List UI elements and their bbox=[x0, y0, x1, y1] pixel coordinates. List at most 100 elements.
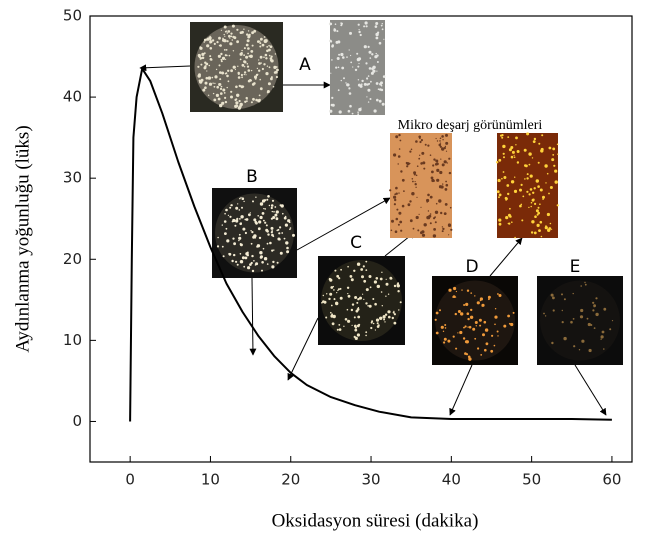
spark bbox=[258, 220, 261, 223]
spark bbox=[498, 219, 501, 222]
spark bbox=[347, 293, 348, 294]
spark bbox=[218, 98, 221, 101]
spark bbox=[264, 208, 266, 210]
spark bbox=[219, 78, 221, 80]
spark bbox=[474, 338, 476, 340]
spark bbox=[263, 208, 264, 209]
spark bbox=[373, 323, 375, 325]
spark bbox=[538, 229, 541, 232]
spark bbox=[259, 79, 261, 81]
spark bbox=[551, 342, 553, 344]
spark bbox=[252, 270, 254, 272]
spark bbox=[332, 104, 335, 107]
spark bbox=[465, 325, 467, 327]
spark bbox=[338, 89, 340, 91]
spark bbox=[521, 184, 523, 186]
spark bbox=[530, 206, 532, 208]
spark bbox=[557, 154, 558, 155]
spark bbox=[358, 108, 361, 111]
spark bbox=[347, 320, 350, 323]
spark bbox=[448, 158, 450, 160]
spark bbox=[543, 313, 545, 315]
spark bbox=[199, 80, 201, 82]
spark bbox=[390, 278, 392, 280]
spark bbox=[240, 253, 242, 255]
spark bbox=[221, 30, 222, 31]
spark bbox=[590, 324, 592, 326]
spark bbox=[230, 96, 233, 99]
spark bbox=[408, 203, 411, 206]
spark bbox=[457, 332, 458, 333]
spark bbox=[255, 197, 256, 198]
spark bbox=[246, 56, 248, 58]
spark bbox=[467, 290, 469, 292]
spark bbox=[376, 319, 379, 322]
spark bbox=[235, 261, 237, 263]
spark bbox=[381, 25, 383, 27]
spark bbox=[440, 159, 441, 160]
spark bbox=[216, 69, 217, 70]
spark bbox=[357, 298, 359, 300]
spark bbox=[266, 224, 268, 226]
spark bbox=[221, 60, 223, 62]
spark bbox=[446, 184, 449, 187]
spark bbox=[446, 151, 447, 152]
spark bbox=[435, 160, 438, 163]
spark bbox=[341, 80, 342, 81]
spark bbox=[534, 215, 537, 218]
spark bbox=[447, 340, 450, 343]
spark bbox=[419, 155, 420, 156]
spark bbox=[410, 219, 413, 222]
spark bbox=[253, 30, 256, 33]
spark bbox=[261, 261, 264, 264]
spark bbox=[264, 222, 266, 224]
spark bbox=[286, 250, 289, 253]
spark bbox=[398, 155, 401, 158]
spark bbox=[237, 66, 238, 67]
spark bbox=[232, 25, 235, 28]
spark bbox=[242, 228, 245, 231]
spark bbox=[372, 70, 375, 73]
spark bbox=[497, 335, 498, 336]
spark bbox=[259, 41, 260, 42]
spark bbox=[370, 81, 372, 83]
spark bbox=[417, 229, 419, 231]
spark bbox=[531, 231, 533, 233]
spark bbox=[345, 82, 346, 83]
spark bbox=[227, 70, 229, 72]
spark bbox=[356, 310, 359, 313]
spark bbox=[204, 39, 207, 42]
spark bbox=[494, 345, 496, 347]
spark bbox=[201, 79, 204, 82]
spark bbox=[366, 25, 368, 27]
spark bbox=[436, 312, 439, 315]
spark bbox=[244, 66, 245, 67]
spark bbox=[375, 22, 378, 25]
spark bbox=[236, 94, 239, 97]
spark bbox=[241, 76, 243, 78]
spark bbox=[350, 275, 353, 278]
spark bbox=[224, 36, 225, 37]
inset-image bbox=[432, 276, 518, 365]
spark bbox=[260, 87, 263, 90]
spark bbox=[335, 67, 337, 69]
spark bbox=[382, 103, 385, 106]
spark bbox=[266, 230, 269, 233]
spark bbox=[526, 177, 528, 179]
spark bbox=[477, 301, 480, 304]
spark bbox=[272, 235, 274, 237]
spark bbox=[355, 337, 358, 340]
spark bbox=[440, 138, 442, 140]
spark bbox=[592, 309, 594, 311]
spark bbox=[279, 226, 281, 228]
spark bbox=[416, 216, 419, 219]
spark bbox=[433, 158, 435, 160]
spark bbox=[285, 241, 288, 244]
spark bbox=[257, 99, 260, 102]
spark bbox=[587, 318, 589, 320]
spark bbox=[418, 158, 420, 160]
spark bbox=[383, 75, 386, 78]
spark bbox=[349, 92, 352, 95]
spark bbox=[370, 57, 372, 59]
spark bbox=[460, 312, 463, 315]
